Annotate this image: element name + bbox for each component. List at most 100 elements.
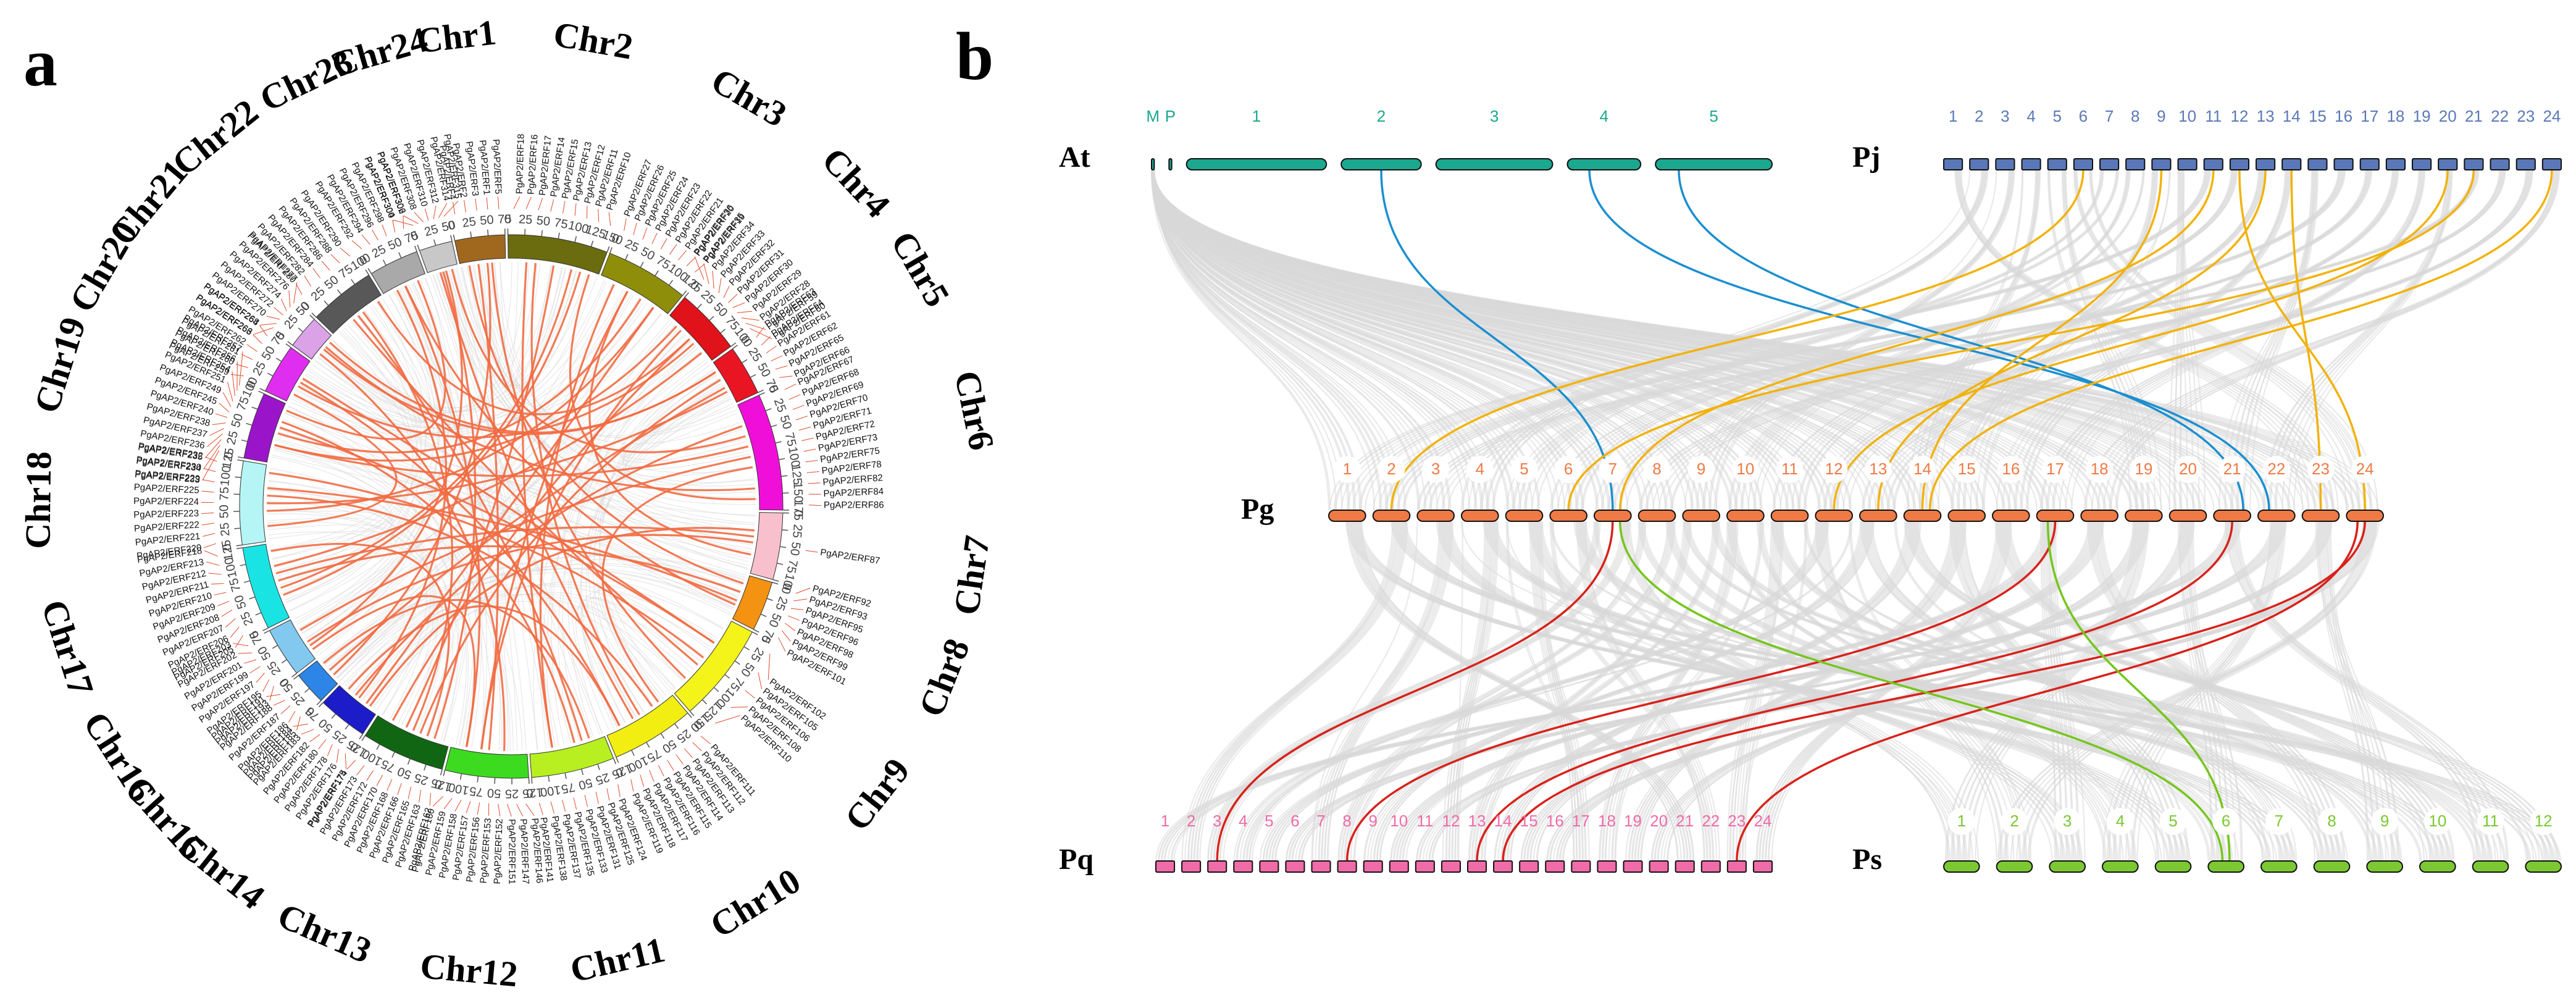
chromosome-bar-pj — [2203, 158, 2223, 170]
background-synteny-curve — [1219, 521, 1629, 862]
chromosome-label-chr13: Chr13 — [272, 895, 378, 971]
segmental-duplication-link — [366, 306, 654, 704]
chromosome-number: 8 — [2131, 107, 2139, 125]
tick-mark — [625, 254, 629, 260]
background-synteny-curve — [1482, 521, 2435, 862]
number-badge — [2130, 456, 2157, 483]
tick-label: 50 — [396, 764, 414, 782]
chromosome-bar-pj — [1995, 158, 2015, 170]
chromosome-bar-pg — [1372, 510, 1411, 522]
background-synteny-curve — [1905, 521, 2553, 862]
chromosome-number: 3 — [1213, 812, 1221, 830]
chromosome-block-chr21 — [292, 319, 332, 360]
tick-mark — [590, 240, 594, 247]
gene-connector — [246, 344, 257, 352]
segmental-duplication-link — [353, 319, 698, 666]
chromosome-bar-pj — [2151, 158, 2172, 170]
chromosome-number: 14 — [2283, 107, 2301, 125]
tick-label: 50 — [322, 273, 341, 292]
background-link — [585, 398, 731, 723]
chromosome-number: 16 — [2335, 107, 2352, 125]
gene-label: PgAP2/ERF18 — [514, 133, 527, 194]
chromosome-block-chr19 — [243, 393, 286, 463]
background-synteny-curve — [2027, 169, 2288, 511]
gene-connector — [741, 317, 759, 321]
gene-connector — [454, 799, 462, 812]
chromosome-number: 22 — [1702, 812, 1720, 830]
tick-mark — [304, 687, 310, 693]
tick-mark — [324, 300, 329, 306]
background-synteny-curve — [1153, 169, 1382, 511]
background-link — [274, 447, 467, 745]
background-link — [268, 481, 393, 581]
chromosome-bar-pg — [1505, 510, 1544, 522]
background-synteny-curve — [1390, 521, 2089, 862]
tick-mark — [255, 612, 262, 616]
chromosome-bar-pq — [1519, 860, 1539, 873]
background-synteny-curve — [2063, 169, 2150, 511]
tick-label: 75 — [560, 780, 576, 796]
tick-label: 25 — [745, 345, 764, 364]
background-link — [424, 277, 518, 751]
gene-connector — [640, 775, 645, 787]
background-synteny-curve — [2062, 169, 2144, 511]
tick-label: 50 — [787, 541, 803, 556]
background-synteny-curve — [1152, 169, 1350, 511]
chromosome-number: 2 — [2010, 812, 2018, 830]
gene-connector — [295, 283, 303, 295]
tick-mark — [730, 342, 737, 347]
gene-connector — [371, 229, 378, 241]
gene-connector — [595, 791, 599, 804]
chromosome-number: P — [1165, 107, 1176, 125]
chromosome-bar-pj — [2438, 158, 2458, 170]
gene-connector — [761, 336, 771, 346]
chromosome-number: 22 — [2267, 460, 2285, 478]
background-synteny-curve — [1327, 521, 1445, 862]
number-badge — [1864, 456, 1892, 483]
tick-mark — [597, 763, 600, 770]
gene-connector — [624, 218, 627, 231]
tick-label: 25 — [282, 313, 301, 332]
chromosome-bar-ps — [2260, 860, 2298, 873]
chromosome-number: 2 — [1187, 812, 1195, 830]
chromosome-number: 13 — [2257, 107, 2275, 125]
chromosome-number: 3 — [2001, 107, 2009, 125]
chromosome-bar-ps — [2154, 860, 2192, 873]
background-synteny-curve — [1345, 521, 2285, 862]
gene-connector — [202, 450, 220, 481]
chromosome-bar-ps — [2419, 860, 2456, 873]
background-synteny-curve — [1153, 169, 2005, 511]
tick-label: 0 — [222, 451, 236, 460]
background-synteny-curve — [2110, 169, 2554, 511]
background-synteny-curve — [2281, 169, 2449, 511]
tick-mark — [272, 645, 278, 649]
gene-connector — [280, 298, 287, 312]
gene-connector — [361, 234, 370, 245]
chromosome-number: 19 — [1624, 812, 1642, 830]
chromosome-bar-pq — [1545, 860, 1565, 873]
gene-connector — [301, 729, 314, 735]
tick-label: 25 — [265, 658, 284, 678]
tick-label: 50 — [755, 361, 773, 379]
background-synteny-curve — [1952, 521, 2184, 862]
background-synteny-curve — [1152, 169, 1910, 511]
background-synteny-curve — [2230, 521, 2496, 862]
background-synteny-curve — [1816, 521, 2003, 862]
chromosome-label-chr5: Chr5 — [883, 224, 958, 313]
background-synteny-curve — [1418, 169, 2474, 511]
background-synteny-curve — [2180, 521, 2219, 862]
number-badge — [2477, 808, 2504, 835]
background-synteny-curve — [1153, 169, 1789, 511]
background-synteny-curve — [2275, 169, 2449, 511]
tick-mark — [236, 547, 243, 550]
chromosome-bar-pg — [1815, 510, 1853, 522]
tick-label: 25 — [674, 726, 693, 745]
number-badge — [2262, 456, 2290, 483]
chromosome-label-chr1: Chr1 — [414, 12, 498, 61]
gene-connector — [235, 364, 248, 368]
segmental-duplication-link — [439, 272, 634, 720]
gene-connector — [608, 212, 611, 226]
background-link — [406, 285, 501, 751]
background-synteny-curve — [1768, 521, 2004, 862]
